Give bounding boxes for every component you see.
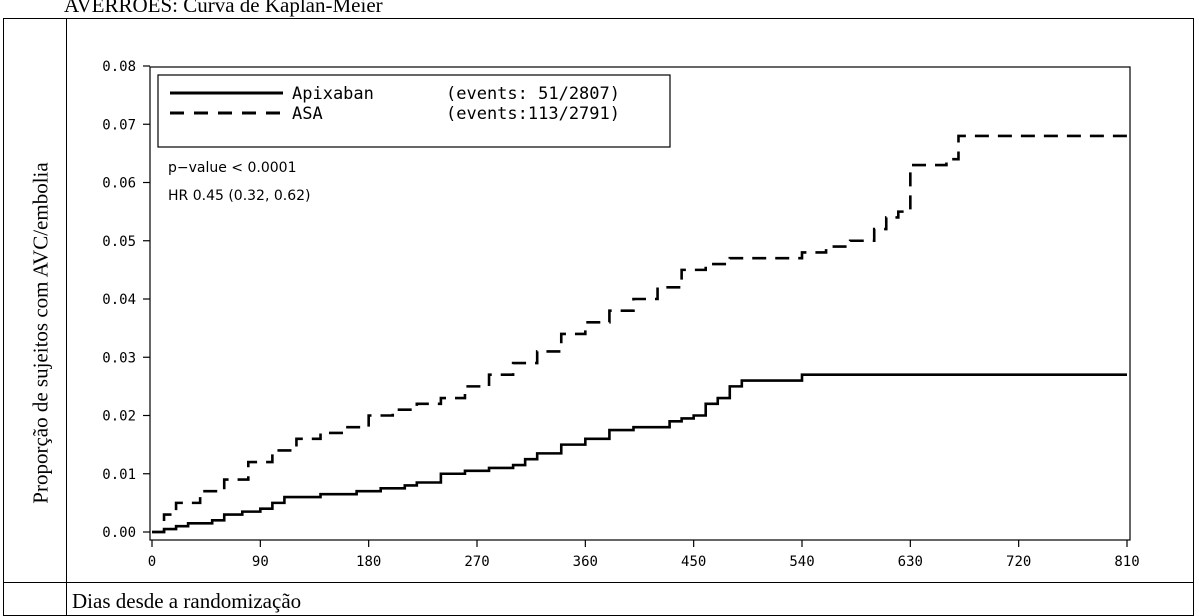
legend-detail-apixaban: (events: 51/2807) (446, 84, 620, 104)
x-tick-label: 630 (898, 554, 923, 570)
y-tick-label: 0.05 (102, 234, 136, 250)
series-line-apixaban (152, 373, 1127, 534)
x-tick-label: 720 (1006, 554, 1031, 570)
x-tick-label: 270 (464, 554, 489, 570)
plot-area: 0.00 0.01 0.02 0.03 0.04 0.05 0.06 0.07 0.08 0 90… (102, 59, 1139, 570)
x-tick-label: 180 (356, 554, 381, 570)
y-axis-title: Proporção de sujeitos com AVC/embolia (28, 162, 53, 504)
series-line-asa (152, 134, 1127, 534)
y-tick-label: 0.03 (102, 350, 136, 366)
y-axis: 0.00 0.01 0.02 0.03 0.04 0.05 0.06 0.07 0.08 (102, 59, 150, 541)
y-tick-label: 0.06 (102, 176, 136, 192)
y-tick-label: 0.07 (102, 117, 136, 133)
x-tick-label: 540 (789, 554, 814, 570)
x-tick-label: 90 (252, 554, 269, 570)
y-tick-label: 0.04 (102, 292, 136, 308)
y-tick-label: 0.01 (102, 467, 136, 483)
x-tick-label: 450 (681, 554, 706, 570)
y-tick-label: 0.08 (102, 59, 136, 75)
hr-annotation: HR 0.45 (0.32, 0.62) (168, 188, 311, 204)
x-tick-label: 810 (1114, 554, 1139, 570)
y-tick-label: 0.00 (102, 525, 136, 541)
legend-label-apixaban: Apixaban (292, 84, 374, 104)
legend-box (157, 74, 671, 148)
legend: Apixaban (events: 51/2807) ASA (events:1… (157, 74, 671, 148)
x-tick-label: 0 (148, 554, 156, 570)
p-value-annotation: p−value < 0.0001 (168, 160, 296, 176)
series-layer (152, 134, 1127, 534)
y-tick-label: 0.02 (102, 409, 136, 425)
x-tick-label: 360 (573, 554, 598, 570)
legend-label-asa: ASA (292, 104, 323, 124)
figure-caption: AVERROES: Curva de Kaplan-Meier (64, 0, 383, 17)
legend-detail-asa: (events:113/2791) (446, 104, 620, 124)
x-axis: 0 90 180 270 360 450 540 630 720 810 (148, 540, 1140, 570)
x-axis-title: Dias desde a randomização (72, 589, 302, 613)
